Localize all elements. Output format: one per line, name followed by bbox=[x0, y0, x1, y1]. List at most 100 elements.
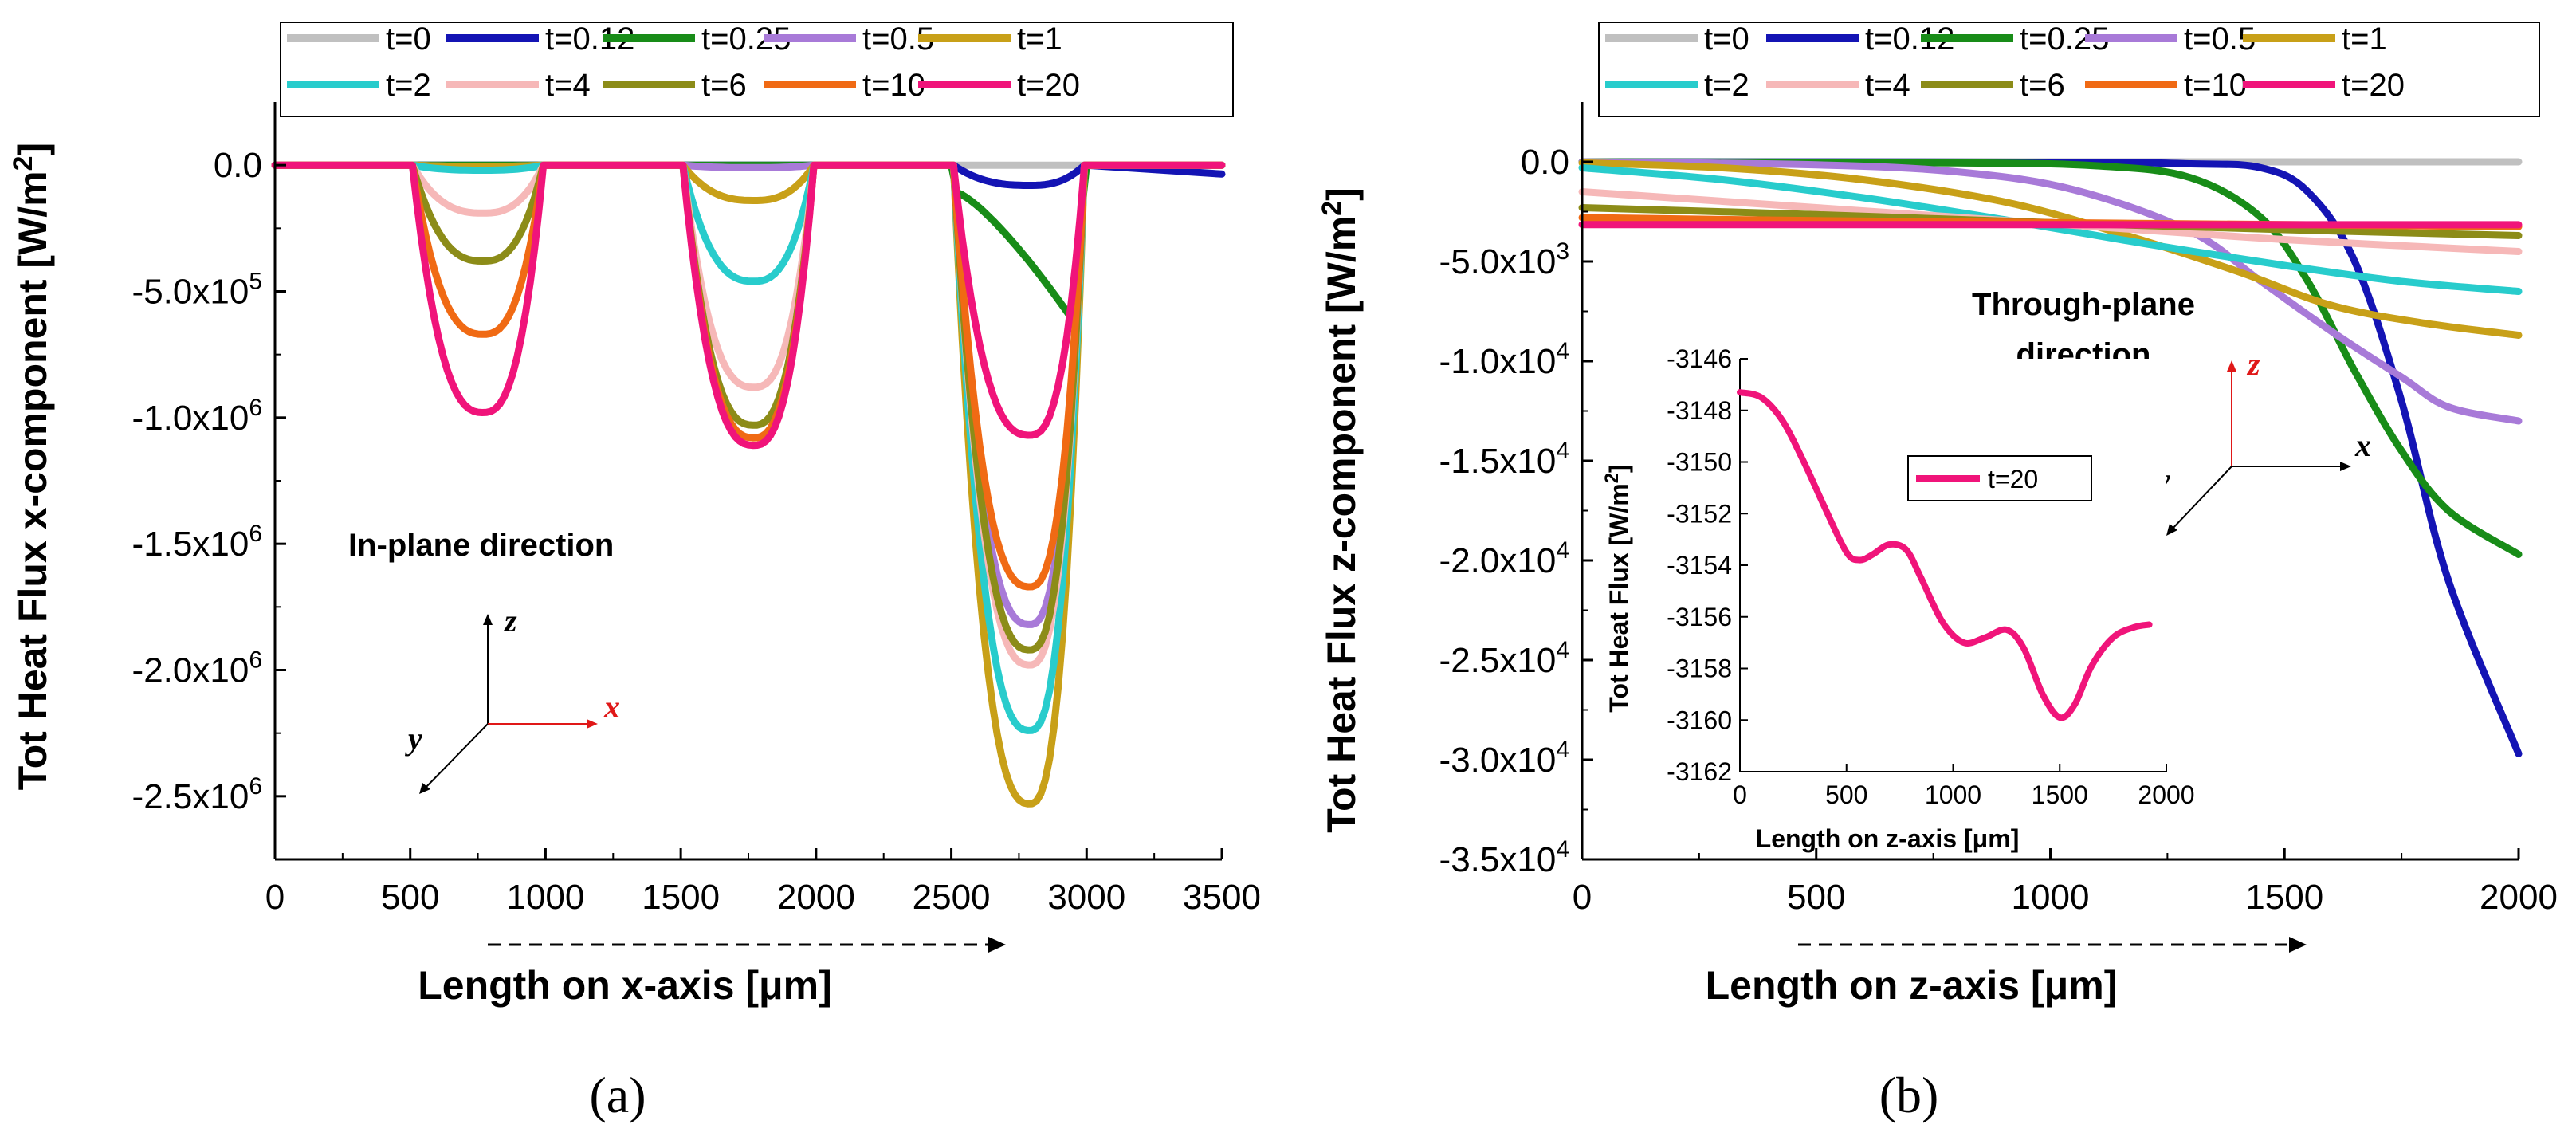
inset-y-tick-label: -3152 bbox=[1667, 499, 1732, 528]
panel-a-x-tick-label: 500 bbox=[381, 878, 439, 917]
inset-y-tick-label: -3158 bbox=[1667, 655, 1732, 683]
inset-background bbox=[1740, 359, 2166, 772]
panel-b-x-tick-labels: 0 500 1000 1500 2000 bbox=[1573, 878, 2558, 917]
panel-a-x-tick-label: 1500 bbox=[642, 878, 720, 917]
inset-y-tick-label: -3160 bbox=[1667, 706, 1732, 734]
panel-b-y-tick-label: -2.5x104 bbox=[1439, 637, 1569, 680]
panel-b-y-tick-label: 0.0 bbox=[1521, 143, 1569, 182]
panel-b-x-tick-label: 1000 bbox=[2012, 878, 2090, 917]
panel-a-y-tick-label: -5.0x105 bbox=[132, 269, 262, 312]
inset-x-tick-label: 2000 bbox=[2138, 780, 2194, 809]
panel-b-legend-label-t-20: t=20 bbox=[2342, 68, 2405, 103]
panel-a-z-label: z bbox=[503, 603, 517, 639]
panel-a-annotation: In-plane direction bbox=[348, 528, 614, 563]
panel-b-legend-label-t-6: t=6 bbox=[2020, 68, 2065, 103]
panel-b-y-tick-label: -5.0x103 bbox=[1439, 238, 1569, 281]
panel-a-series-t-2 bbox=[271, 161, 1226, 734]
inset-ylabel: Tot Heat Flux [W/m2] bbox=[1601, 464, 1633, 712]
panel-a-label: (a) bbox=[589, 1067, 646, 1123]
panel-a-series-t-10 bbox=[271, 161, 1226, 591]
panel-b-ylabel: Tot Heat Flux z-component [W/m2] bbox=[1317, 187, 1364, 833]
panel-b-legend: t=0 t=0.12 t=0.25 t=0.5 t=1t=2 t=4 t=6 t=10 t=20 bbox=[1598, 22, 2540, 117]
inset-x-tick-labels: 0 500 1000 1500 2000 bbox=[1733, 780, 2194, 809]
panel-a-x-tick-labels: 0 500 1000 1500 2000 2500 3000 3500 bbox=[265, 878, 1261, 917]
panel-a-y-tick-label: -1.5x106 bbox=[132, 521, 262, 564]
panel-b-legend-label-t-4: t=4 bbox=[1865, 68, 1910, 103]
panel-a-series bbox=[271, 161, 1226, 808]
panel-b-inset: -3146 -3148 -3150 -3152 -3154 -3156 -3158 -3160… bbox=[1601, 344, 2195, 853]
panel-b-xlabel: Length on z-axis [μm] bbox=[1706, 963, 2118, 1008]
panel-b-y-tick-label: -2.0x104 bbox=[1439, 537, 1569, 580]
inset-axes bbox=[1739, 358, 2167, 772]
inset-x-tick-label: 1000 bbox=[1925, 780, 1981, 809]
panel-b-y-tick-labels: 0.0 -5.0x103 -1.0x104 -1.5x104 -2.0x104 -2.5x… bbox=[1439, 143, 1569, 879]
panel-a: 0.0 -5.0x105 -1.0x106 -1.5x106 -2.0x106 -2.5x… bbox=[8, 22, 1261, 1123]
panel-a-x-tick-label: 3500 bbox=[1183, 878, 1261, 917]
panel-a-legend-label-t-1: t=1 bbox=[1017, 22, 1062, 57]
panel-a-legend-label-t-4: t=4 bbox=[545, 68, 591, 103]
panel-a-coordinate-axes: z x y bbox=[405, 603, 620, 794]
inset-y-tick-labels: -3146 -3148 -3150 -3152 -3154 -3156 -3158 -3160… bbox=[1667, 344, 1732, 786]
panel-a-x-tick-label: 2500 bbox=[913, 878, 991, 917]
inset-y-tick-label: -3150 bbox=[1667, 448, 1732, 477]
inset-y-tick-label: -3154 bbox=[1667, 551, 1732, 580]
inset-x-tick-label: 0 bbox=[1733, 780, 1747, 809]
panel-a-x-tick-label: 3000 bbox=[1047, 878, 1125, 917]
panel-a-arrowhead bbox=[988, 937, 1006, 953]
inset-y-tick-label: -3146 bbox=[1667, 344, 1732, 373]
panel-b-x-tick-label: 0 bbox=[1573, 878, 1592, 917]
panel-a-legend-label-t-2: t=2 bbox=[386, 68, 431, 103]
panel-a-y-tick-label: -2.5x106 bbox=[132, 773, 262, 816]
panel-b-legend-label-t-1: t=1 bbox=[2342, 22, 2387, 57]
panel-a-series-t-20 bbox=[271, 161, 1226, 450]
panel-b-legend-label-t-0: t=0 bbox=[1704, 22, 1749, 57]
panel-b-annotation-line1: Through-plane bbox=[1972, 287, 2195, 322]
inset-y-tick-label: -3148 bbox=[1667, 396, 1732, 425]
panel-b-label: (b) bbox=[1879, 1067, 1939, 1123]
panel-a-series-t-6 bbox=[271, 161, 1226, 654]
panel-a-series-t-1 bbox=[271, 161, 1226, 808]
panel-b-series-t-0-25 bbox=[1578, 158, 2523, 558]
panel-a-x-label: x bbox=[603, 689, 620, 725]
panel-a-y-tick-label: 0.0 bbox=[214, 146, 262, 185]
panel-b-y-tick-label: -3.0x104 bbox=[1439, 737, 1569, 780]
panel-a-xlabel: Length on x-axis [μm] bbox=[418, 963, 832, 1008]
panel-a-ylabel: Tot Heat Flux x-component [W/m2] bbox=[8, 143, 55, 790]
panel-a-y-tick-label: -2.0x106 bbox=[132, 647, 262, 690]
inset-legend: t=20 bbox=[1907, 455, 2092, 501]
inset-xlabel: Length on z-axis [μm] bbox=[1756, 824, 2020, 853]
panel-a-legend: t=0 t=0.12 t=0.25 t=0.5 t=1t=2 t=4 t=6 t=10 t=20 bbox=[280, 22, 1234, 117]
panel-b-x-tick-label: 2000 bbox=[2480, 878, 2558, 917]
panel-a-y-tick-labels: 0.0 -5.0x105 -1.0x106 -1.5x106 -2.0x106 -2.5x… bbox=[132, 146, 262, 816]
inset-legend-label: t=20 bbox=[1988, 465, 2038, 493]
panel-b-y-tick-label: -1.5x104 bbox=[1439, 438, 1569, 481]
inset-x-tick-label: 500 bbox=[1825, 780, 1867, 809]
inset-series bbox=[1737, 389, 2153, 721]
panel-a-legend-label-t-10: t=10 bbox=[862, 68, 925, 103]
panel-a-legend-label-t-0: t=0 bbox=[386, 22, 431, 57]
inset-series-t-20 bbox=[1737, 389, 2153, 721]
panel-a-y-tick-label: -1.0x106 bbox=[132, 395, 262, 438]
panel-b-x-label: x bbox=[2354, 427, 2371, 463]
inset-y-tick-label: -3162 bbox=[1667, 757, 1732, 786]
panel-b-z-label: z bbox=[2246, 346, 2260, 382]
panel-b-x-tick-label: 500 bbox=[1787, 878, 1845, 917]
panel-b-y-tick-label: -3.5x104 bbox=[1439, 836, 1569, 879]
panel-b-series-t-2 bbox=[1578, 164, 2523, 295]
panel-b-y-tick-label: -1.0x104 bbox=[1439, 338, 1569, 381]
panel-b-legend-label-t-10: t=10 bbox=[2184, 68, 2247, 103]
panel-a-legend-label-t-20: t=20 bbox=[1017, 68, 1080, 103]
panel-a-x-tick-label: 2000 bbox=[777, 878, 855, 917]
panel-b-arrowhead bbox=[2289, 937, 2307, 953]
panel-a-legend-label-t-6: t=6 bbox=[701, 68, 747, 103]
inset-x-tick-label: 1500 bbox=[2032, 780, 2088, 809]
panel-b-series bbox=[1578, 158, 2523, 757]
panel-b-axes bbox=[1581, 102, 2520, 861]
panel-b: 0.0 -5.0x103 -1.0x104 -1.5x104 -2.0x104 -2.5x… bbox=[1317, 22, 2558, 1123]
panel-a-axes bbox=[273, 102, 1223, 861]
panel-a-series-t-4 bbox=[271, 161, 1226, 669]
panel-a-x-tick-label: 0 bbox=[265, 878, 285, 917]
panel-b-legend-label-t-2: t=2 bbox=[1704, 68, 1749, 103]
